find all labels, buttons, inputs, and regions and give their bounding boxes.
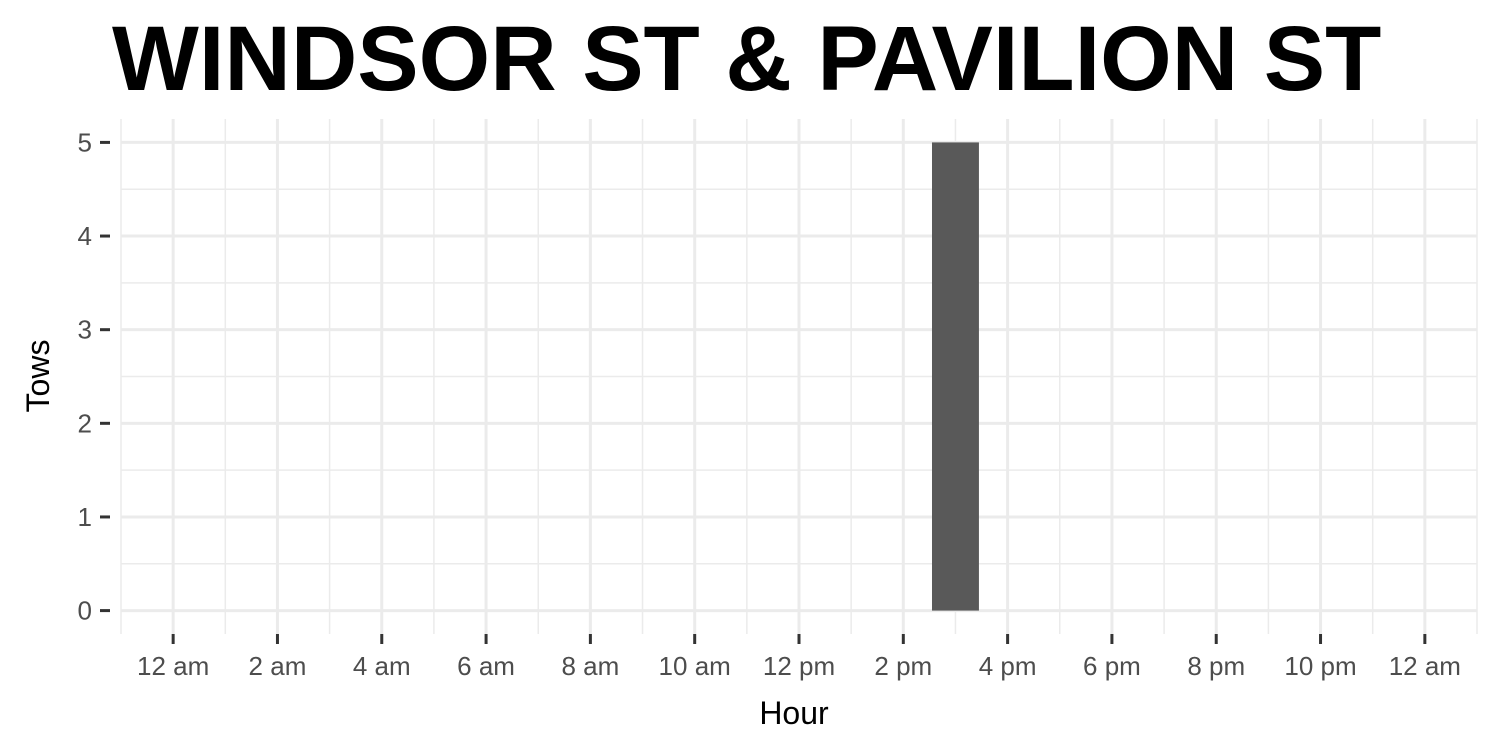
x-axis-label: Hour [759, 695, 829, 731]
y-axis-label: Tows [20, 340, 56, 413]
x-axis: 12 am 2 am 4 am 6 am 8 am 10 am 12 pm 2 pm 4 pm 6… [137, 634, 1461, 681]
x-tick-label: 2 pm [874, 651, 932, 681]
y-tick-label: 3 [78, 315, 92, 345]
x-tick-label: 4 pm [979, 651, 1037, 681]
x-tick-label: 10 pm [1284, 651, 1356, 681]
x-tick-label: 10 am [659, 651, 731, 681]
y-tick-label: 0 [78, 596, 92, 626]
y-tick-label: 2 [78, 408, 92, 438]
y-axis: 0 1 2 3 4 5 [78, 127, 110, 626]
y-tick-label: 4 [78, 221, 92, 251]
bar-hour-15 [931, 142, 979, 611]
x-tick-label: 12 am [137, 651, 209, 681]
x-tick-label: 8 pm [1187, 651, 1245, 681]
x-tick-label: 2 am [249, 651, 307, 681]
chart-title: WINDSOR ST & PAVILION ST [112, 8, 1381, 110]
x-tick-label: 6 am [457, 651, 515, 681]
grid [120, 119, 1478, 634]
bars [931, 142, 979, 611]
x-tick-label: 4 am [353, 651, 411, 681]
x-tick-label: 12 pm [763, 651, 835, 681]
y-tick-label: 1 [78, 502, 92, 532]
x-tick-label: 12 am [1389, 651, 1461, 681]
x-tick-label: 6 pm [1083, 651, 1141, 681]
y-tick-label: 5 [78, 127, 92, 157]
x-tick-label: 8 am [561, 651, 619, 681]
